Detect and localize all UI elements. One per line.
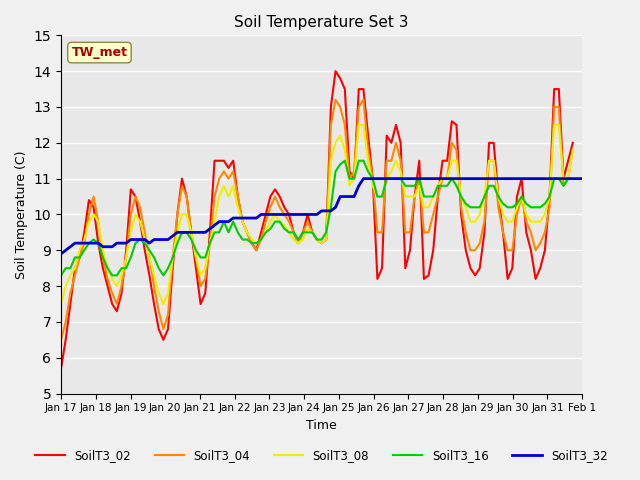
SoilT3_02: [248, 240, 255, 246]
SoilT3_04: [294, 240, 302, 246]
Line: SoilT3_32: SoilT3_32: [61, 179, 582, 254]
SoilT3_32: [546, 176, 554, 181]
SoilT3_32: [495, 176, 502, 181]
SoilT3_16: [360, 158, 367, 164]
SoilT3_16: [569, 176, 577, 181]
SoilT3_32: [76, 240, 83, 246]
X-axis label: Time: Time: [306, 419, 337, 432]
SoilT3_32: [71, 240, 79, 246]
SoilT3_16: [294, 237, 302, 242]
SoilT3_04: [248, 240, 255, 246]
SoilT3_02: [360, 86, 367, 92]
SoilT3_08: [173, 229, 181, 235]
SoilT3_08: [188, 229, 195, 235]
Y-axis label: Soil Temperature (C): Soil Temperature (C): [15, 150, 28, 279]
SoilT3_16: [188, 237, 195, 242]
SoilT3_08: [555, 122, 563, 128]
Line: SoilT3_02: SoilT3_02: [61, 71, 573, 369]
Text: TW_met: TW_met: [72, 46, 127, 59]
SoilT3_08: [248, 237, 255, 242]
SoilT3_32: [452, 176, 460, 181]
SoilT3_04: [173, 212, 181, 217]
Line: SoilT3_04: SoilT3_04: [61, 100, 573, 340]
SoilT3_04: [188, 229, 195, 235]
Legend: SoilT3_02, SoilT3_04, SoilT3_08, SoilT3_16, SoilT3_32: SoilT3_02, SoilT3_04, SoilT3_08, SoilT3_…: [31, 444, 612, 467]
SoilT3_32: [579, 176, 586, 181]
SoilT3_02: [57, 366, 65, 372]
SoilT3_02: [569, 140, 577, 146]
SoilT3_08: [355, 122, 363, 128]
SoilT3_04: [57, 337, 65, 343]
SoilT3_16: [555, 176, 563, 181]
SoilT3_16: [57, 273, 65, 278]
Line: SoilT3_16: SoilT3_16: [61, 161, 573, 276]
SoilT3_04: [555, 104, 563, 110]
SoilT3_04: [360, 97, 367, 103]
SoilT3_02: [173, 212, 181, 217]
SoilT3_04: [332, 97, 339, 103]
SoilT3_32: [225, 219, 232, 225]
Line: SoilT3_08: SoilT3_08: [61, 125, 573, 304]
SoilT3_16: [341, 158, 349, 164]
SoilT3_02: [294, 240, 302, 246]
Title: Soil Temperature Set 3: Soil Temperature Set 3: [234, 15, 409, 30]
SoilT3_16: [248, 240, 255, 246]
SoilT3_02: [555, 86, 563, 92]
SoilT3_32: [360, 176, 367, 181]
SoilT3_16: [173, 240, 181, 246]
SoilT3_32: [57, 251, 65, 257]
SoilT3_08: [294, 240, 302, 246]
SoilT3_02: [332, 68, 339, 74]
SoilT3_08: [360, 122, 367, 128]
SoilT3_02: [188, 229, 195, 235]
SoilT3_04: [569, 147, 577, 153]
SoilT3_08: [569, 147, 577, 153]
SoilT3_08: [57, 301, 65, 307]
